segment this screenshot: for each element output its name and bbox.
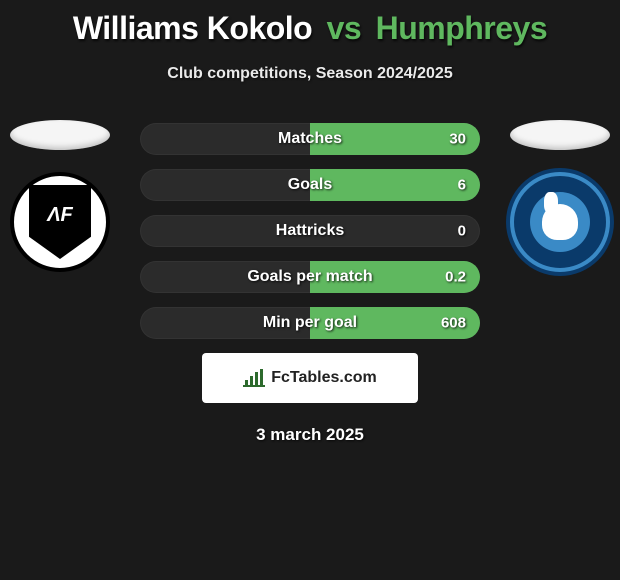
swan-icon — [542, 204, 578, 240]
stat-value-right: 0.2 — [445, 269, 466, 286]
stat-row: Goals 6 — [140, 169, 480, 201]
vs-separator: vs — [327, 10, 362, 46]
stat-row: Matches 30 — [140, 123, 480, 155]
stats-panel: Matches 30 Goals 6 Hattricks 0 Goals per match… — [140, 123, 480, 339]
player2-flag — [510, 120, 610, 150]
subtitle: Club competitions, Season 2024/2025 — [0, 65, 620, 83]
player1-badge-block — [10, 120, 110, 272]
date-label: 3 march 2025 — [0, 425, 620, 445]
stat-label: Goals — [288, 176, 332, 194]
crest-inner — [530, 192, 590, 252]
player2-club-crest — [510, 172, 610, 272]
stat-label: Min per goal — [263, 314, 357, 332]
player1-name: Williams Kokolo — [73, 10, 312, 46]
stat-label: Goals per match — [247, 268, 372, 286]
stat-row: Min per goal 608 — [140, 307, 480, 339]
stat-value-right: 30 — [449, 131, 466, 148]
player1-club-crest — [10, 172, 110, 272]
stat-row: Hattricks 0 — [140, 215, 480, 247]
player2-name: Humphreys — [376, 10, 548, 46]
brand-text: FcTables.com — [271, 369, 377, 387]
stat-bar-right — [310, 169, 480, 201]
stat-label: Hattricks — [276, 222, 344, 240]
player2-badge-block — [510, 120, 610, 272]
stat-value-right: 608 — [441, 315, 466, 332]
stat-value-right: 6 — [458, 177, 466, 194]
brand-badge: FcTables.com — [202, 353, 418, 403]
chart-icon — [243, 369, 265, 387]
stat-label: Matches — [278, 130, 342, 148]
player1-flag — [10, 120, 110, 150]
comparison-title: Williams Kokolo vs Humphreys — [0, 0, 620, 47]
stat-row: Goals per match 0.2 — [140, 261, 480, 293]
stat-value-right: 0 — [458, 223, 466, 240]
